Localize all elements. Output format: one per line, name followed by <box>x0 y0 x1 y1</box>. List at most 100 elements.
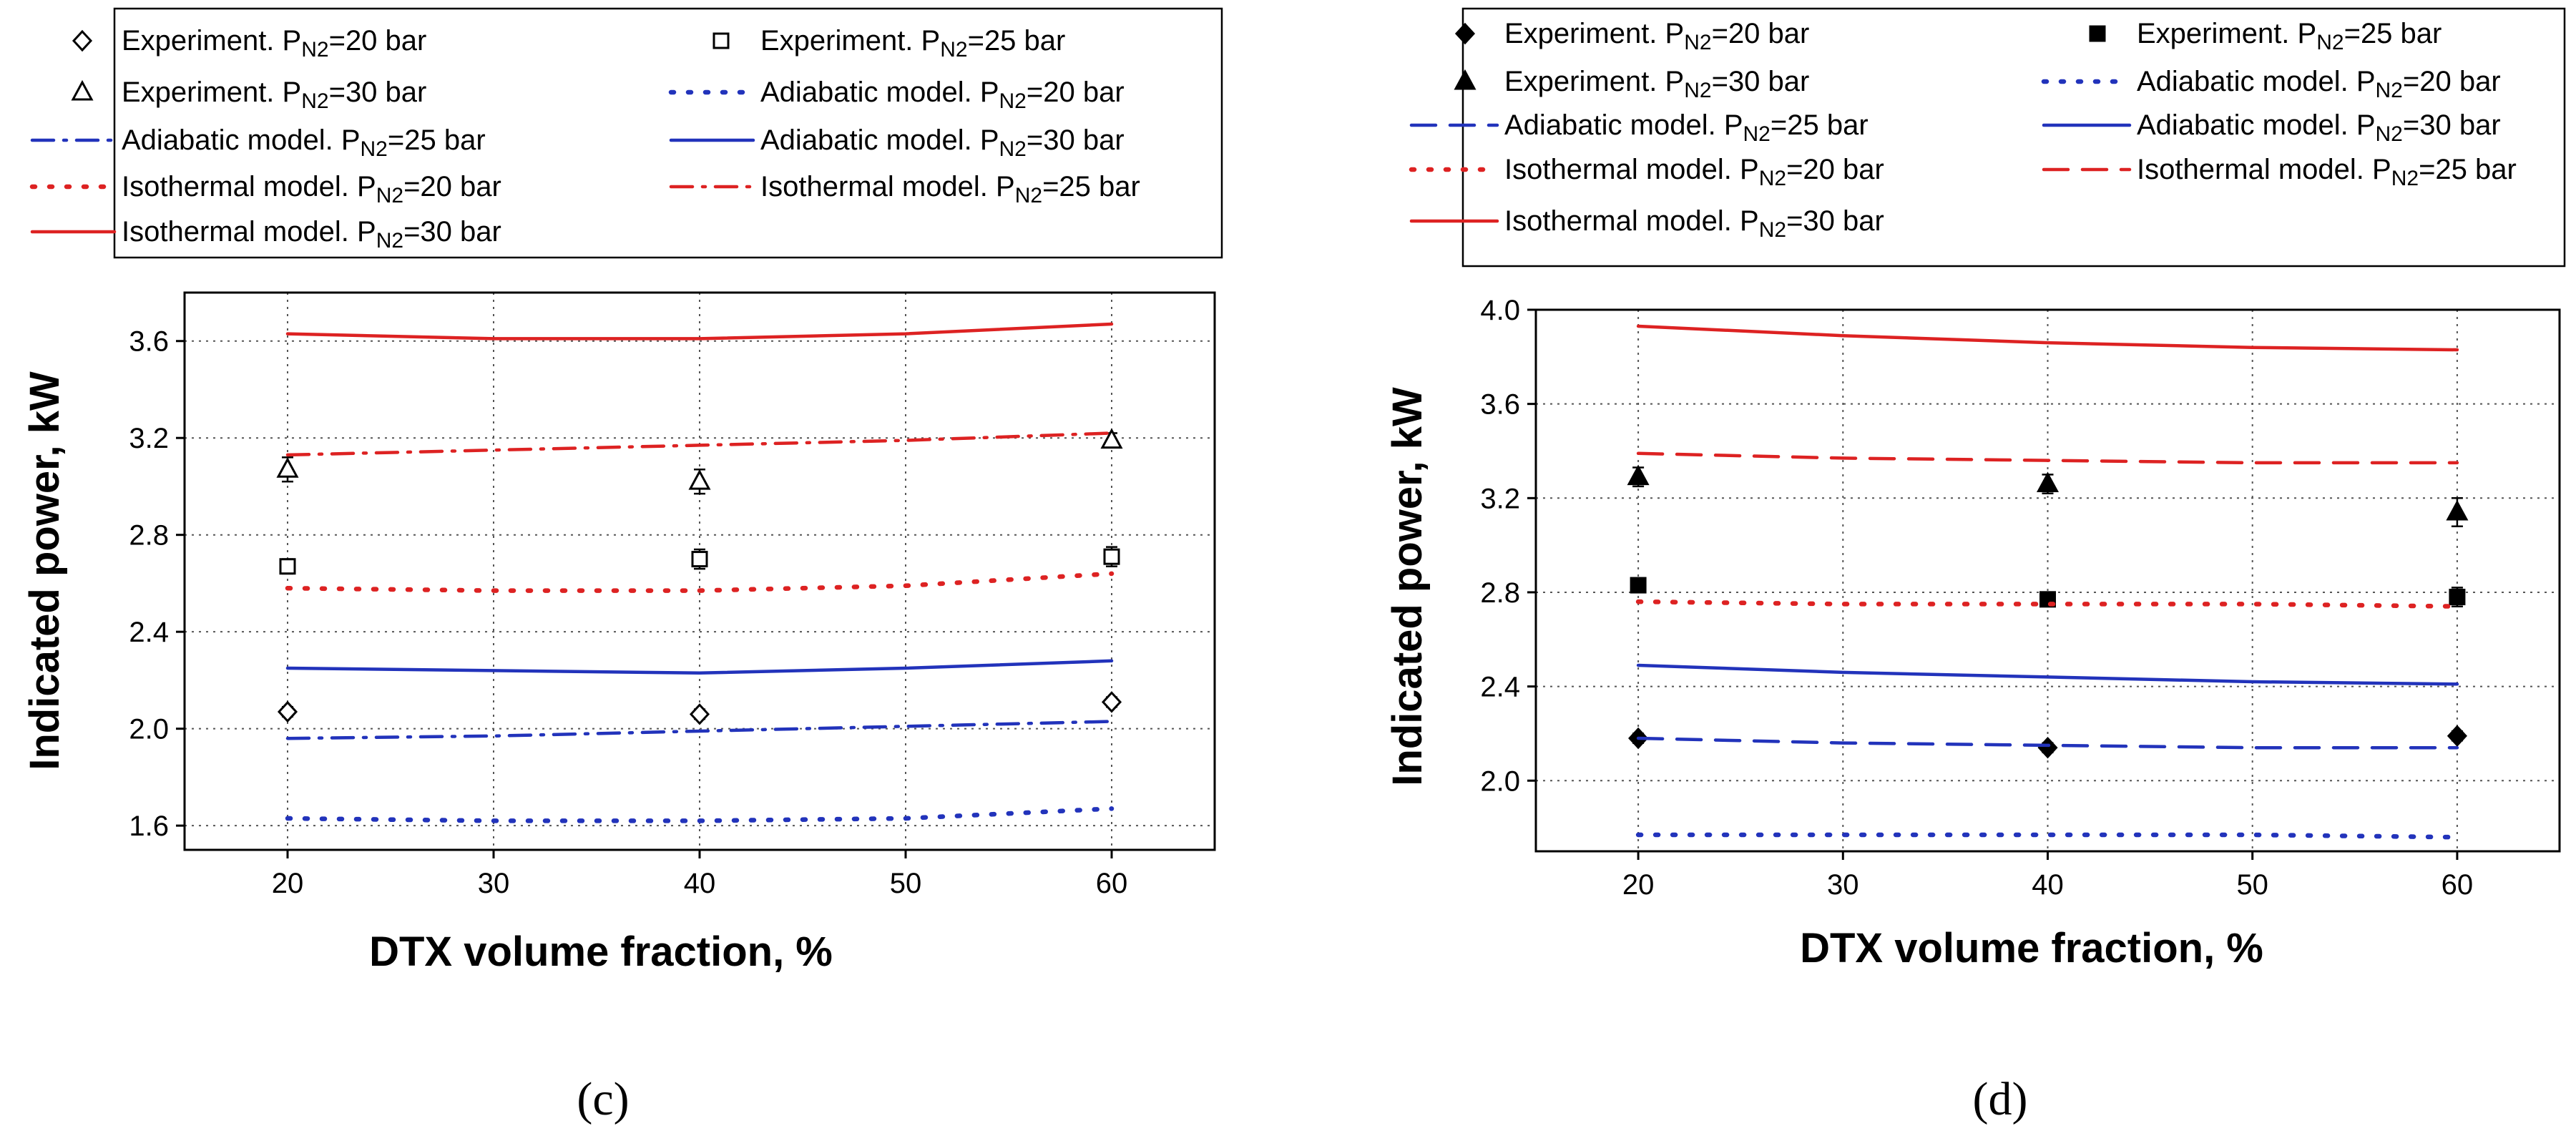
series-line-iso20 <box>1635 599 2460 609</box>
data-point-exp30 <box>688 469 711 490</box>
legend-label-exp25: Experiment. PN2=25 bar <box>2137 18 2442 54</box>
legend-label-exp20: Experiment. PN2=20 bar <box>1504 18 1809 54</box>
legend-label-exp20: Experiment. PN2=20 bar <box>122 25 426 62</box>
legend: Experiment. PN2=20 bar Experiment. PN2=25… <box>1409 7 2566 268</box>
x-tick-label: 30 <box>478 868 510 899</box>
legend-label-adi25: Adiabatic model. PN2=25 bar <box>1504 109 1869 146</box>
legend-label-exp25: Experiment. PN2=25 bar <box>760 25 1065 62</box>
y-tick-label: 3.6 <box>1480 389 1520 421</box>
legend-marker-exp30 <box>71 79 94 101</box>
x-tick-label: 30 <box>1827 869 1859 901</box>
data-point-exp30 <box>1100 428 1123 449</box>
series-line-iso30 <box>1636 324 2459 352</box>
legend-item-adi20: Adiabatic model. PN2=20 bar <box>668 77 1125 113</box>
legend-label-exp30: Experiment. PN2=30 bar <box>122 77 426 113</box>
x-axis-title: DTX volume fraction, % <box>1800 925 2263 971</box>
x-tick-label: 40 <box>2032 869 2064 901</box>
series-line-iso25 <box>1636 451 2459 465</box>
y-axis-title: Indicated power, kW <box>21 371 68 770</box>
legend-item-exp25: Experiment. PN2=25 bar <box>2089 18 2442 54</box>
legend-item-iso25: Isothermal model. PN2=25 bar <box>669 171 1140 207</box>
x-axis-title: DTX volume fraction, % <box>369 929 833 975</box>
plot-frame <box>1534 308 2561 853</box>
legend-label-iso20: Isothermal model. PN2=20 bar <box>1504 154 1884 190</box>
x-tick-label: 60 <box>2442 869 2474 901</box>
legend-label-exp30: Experiment. PN2=30 bar <box>1504 66 1809 102</box>
data-point-exp20 <box>1101 691 1122 713</box>
legend-item-iso30: Isothermal model. PN2=30 bar <box>1409 205 1884 242</box>
series-line-iso20 <box>285 571 1115 593</box>
legend-label-adi25: Adiabatic model. PN2=25 bar <box>122 124 486 161</box>
legend-item-adi25: Adiabatic model. PN2=25 bar <box>30 124 486 161</box>
y-tick-label: 2.4 <box>1480 672 1520 703</box>
data-point-exp30 <box>2446 499 2469 521</box>
x-tick-label: 20 <box>1622 869 1655 901</box>
legend-item-adi25: Adiabatic model. PN2=25 bar <box>1409 109 1869 146</box>
series-line-adi30 <box>285 659 1114 675</box>
legend-box <box>1461 7 2566 268</box>
legend-label-iso20: Isothermal model. PN2=20 bar <box>122 171 501 207</box>
legend-item-iso30: Isothermal model. PN2=30 bar <box>30 216 501 253</box>
x-tick-label: 40 <box>684 868 716 899</box>
chart-panel-d: 20 30 40 50 60 2.0 2.4 2.8 3.2 3.6 4.0 DTX volume f… <box>1384 7 2566 1125</box>
panel-label: (d) <box>1973 1073 2028 1125</box>
series-line-iso30 <box>285 322 1114 341</box>
legend-marker-exp20 <box>72 29 93 52</box>
data-point-exp30 <box>2036 471 2060 493</box>
legend-label-iso30: Isothermal model. PN2=30 bar <box>122 216 501 253</box>
legend-box <box>113 7 1223 259</box>
legend-label-iso30: Isothermal model. PN2=30 bar <box>1504 205 1884 242</box>
y-tick-label: 2.0 <box>129 714 169 745</box>
legend: Experiment. PN2=20 bar Experiment. PN2=25… <box>29 7 1223 259</box>
legend-marker-exp30 <box>1454 69 1476 90</box>
series-line-adi20 <box>285 806 1115 823</box>
x-tick-label: 50 <box>2236 869 2268 901</box>
legend-item-exp25: Experiment. PN2=25 bar <box>712 25 1065 62</box>
legend-item-adi30: Adiabatic model. PN2=30 bar <box>2042 109 2501 146</box>
legend-label-iso25: Isothermal model. PN2=25 bar <box>2137 154 2517 190</box>
y-tick-label: 2.8 <box>1480 577 1520 609</box>
legend-label-adi20: Adiabatic model. PN2=20 bar <box>760 77 1125 113</box>
legend-label-adi30: Adiabatic model. PN2=30 bar <box>2137 109 2501 146</box>
data-point-exp25 <box>1103 548 1120 565</box>
legend-marker-exp20 <box>1454 22 1476 45</box>
y-tick-label: 3.2 <box>129 423 169 454</box>
legend-item-exp30: Experiment. PN2=30 bar <box>1454 66 1809 102</box>
legend-marker-exp25 <box>2089 25 2106 42</box>
legend-item-iso25: Isothermal model. PN2=25 bar <box>2042 154 2517 190</box>
y-axis-title: Indicated power, kW <box>1384 387 1431 786</box>
legend-item-exp20: Experiment. PN2=20 bar <box>1454 18 1809 54</box>
series-line-adi30 <box>1636 663 2459 686</box>
data-point-exp30 <box>276 457 299 478</box>
series-line-adi20 <box>1635 832 2460 840</box>
y-tick-label: 3.2 <box>1480 483 1520 514</box>
data-point-exp25 <box>691 551 708 568</box>
data-point-exp20 <box>2037 736 2058 759</box>
legend-item-adi20: Adiabatic model. PN2=20 bar <box>2041 66 2501 102</box>
data-point-exp25 <box>279 558 296 575</box>
legend-item-iso20: Isothermal model. PN2=20 bar <box>1409 154 1884 190</box>
data-point-exp30 <box>1627 464 1650 486</box>
data-point-exp20 <box>689 703 710 725</box>
y-tick-label: 3.6 <box>129 326 169 358</box>
data-point-exp20 <box>2447 725 2467 747</box>
y-tick-label: 2.0 <box>1480 765 1520 797</box>
series-line-adi25 <box>1636 736 2459 750</box>
data-point-exp25 <box>1630 577 1647 594</box>
legend-item-iso20: Isothermal model. PN2=20 bar <box>29 171 501 207</box>
chart-panel-c: 20 30 40 50 60 1.6 2.0 2.4 2.8 3.2 3.6 DTX volume f… <box>21 7 1223 1125</box>
series-line-iso25 <box>285 431 1114 457</box>
legend-marker-exp25 <box>712 32 730 49</box>
x-tick-label: 60 <box>1096 868 1128 899</box>
y-tick-label: 2.4 <box>129 617 169 648</box>
x-tick-label: 50 <box>890 868 922 899</box>
series-line-adi25 <box>285 720 1114 740</box>
legend-item-adi30: Adiabatic model. PN2=30 bar <box>669 124 1125 161</box>
legend-label-adi20: Adiabatic model. PN2=20 bar <box>2137 66 2501 102</box>
panel-label: (c) <box>577 1073 629 1125</box>
data-point-exp25 <box>2449 589 2466 606</box>
y-tick-label: 2.8 <box>129 520 169 552</box>
x-tick-label: 20 <box>272 868 304 899</box>
data-point-exp20 <box>277 700 298 723</box>
